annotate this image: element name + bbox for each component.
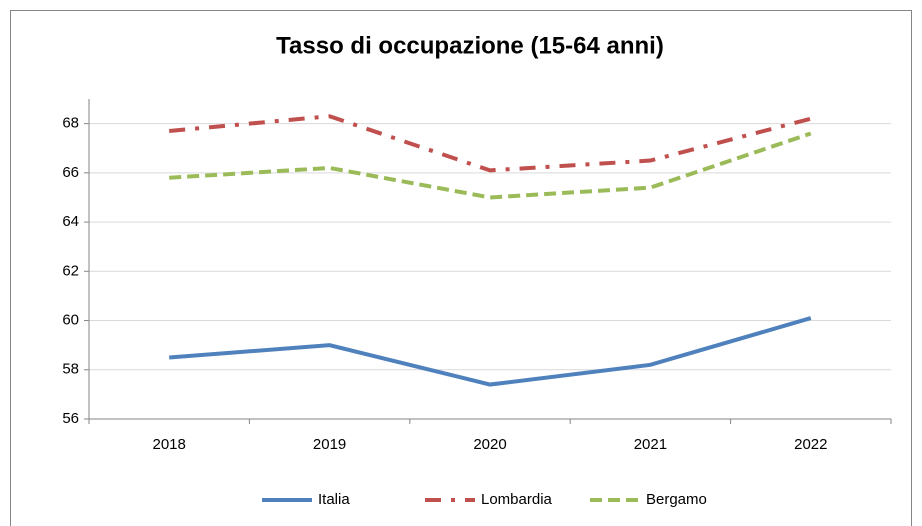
x-tick-label: 2019 [313, 436, 346, 453]
x-tick-label: 2022 [794, 436, 827, 453]
y-tick-label: 58 [62, 361, 79, 378]
x-tick-label: 2020 [473, 436, 506, 453]
y-tick-label: 66 [62, 164, 79, 181]
x-tick-label: 2018 [153, 436, 186, 453]
y-tick-label: 56 [62, 410, 79, 427]
chart-title: Tasso di occupazione (15-64 anni) [276, 32, 664, 59]
y-tick-label: 68 [62, 115, 79, 132]
series-line [169, 114, 812, 173]
y-tick-label: 60 [62, 312, 79, 329]
legend-label: Bergamo [646, 491, 707, 508]
legend-label: Lombardia [481, 491, 553, 508]
legend-label: Italia [318, 491, 350, 508]
chart-frame [10, 10, 912, 526]
series-line [169, 131, 812, 200]
series-line [169, 316, 812, 387]
y-tick-label: 62 [62, 262, 79, 279]
y-tick-label: 64 [62, 213, 79, 230]
x-tick-label: 2021 [634, 436, 667, 453]
